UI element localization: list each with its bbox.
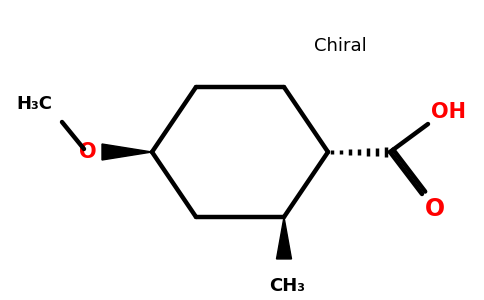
Text: H₃C: H₃C (16, 95, 52, 113)
Polygon shape (102, 144, 152, 160)
Text: OH: OH (431, 102, 466, 122)
Text: Chiral: Chiral (314, 37, 366, 55)
Polygon shape (276, 217, 291, 259)
Text: O: O (425, 197, 445, 221)
Text: O: O (79, 142, 97, 162)
Text: CH₃: CH₃ (269, 277, 305, 295)
